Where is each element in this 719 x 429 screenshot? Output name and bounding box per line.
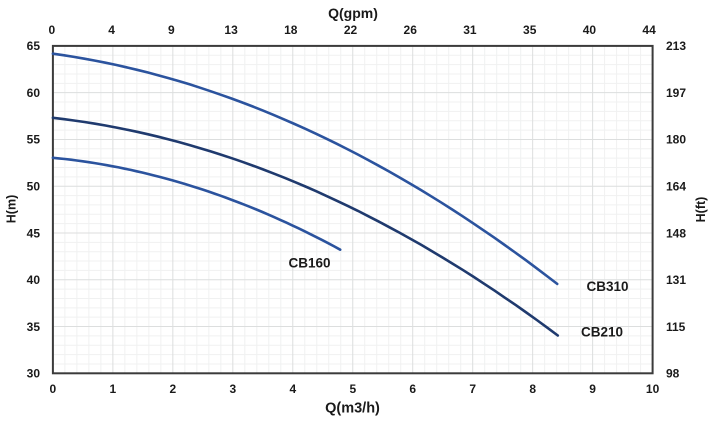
svg-text:197: 197 [666, 86, 686, 100]
svg-text:22: 22 [344, 23, 358, 37]
svg-text:65: 65 [27, 39, 41, 53]
svg-text:4: 4 [108, 23, 115, 37]
svg-text:H(m): H(m) [4, 195, 18, 223]
svg-text:31: 31 [463, 23, 477, 37]
svg-text:1: 1 [110, 382, 117, 396]
svg-text:213: 213 [666, 39, 686, 53]
svg-text:30: 30 [27, 367, 41, 381]
svg-text:98: 98 [666, 367, 680, 381]
svg-text:55: 55 [27, 133, 41, 147]
svg-text:164: 164 [666, 180, 686, 194]
svg-text:Q(gpm): Q(gpm) [328, 5, 378, 21]
svg-text:0: 0 [49, 23, 56, 37]
svg-text:35: 35 [27, 320, 41, 334]
svg-text:26: 26 [404, 23, 418, 37]
svg-text:9: 9 [589, 382, 596, 396]
svg-text:40: 40 [27, 273, 41, 287]
svg-text:18: 18 [284, 23, 298, 37]
svg-text:50: 50 [27, 180, 41, 194]
svg-text:148: 148 [666, 226, 686, 240]
svg-text:5: 5 [349, 382, 356, 396]
svg-text:0: 0 [50, 382, 57, 396]
svg-text:9: 9 [168, 23, 175, 37]
svg-text:13: 13 [224, 23, 238, 37]
svg-text:4: 4 [289, 382, 296, 396]
svg-text:CB160: CB160 [289, 255, 331, 270]
svg-text:35: 35 [523, 23, 537, 37]
svg-text:45: 45 [27, 226, 41, 240]
svg-text:8: 8 [529, 382, 536, 396]
svg-text:Q(m3/h): Q(m3/h) [325, 401, 380, 417]
svg-text:6: 6 [409, 382, 416, 396]
svg-text:10: 10 [646, 382, 660, 396]
svg-text:H(ft): H(ft) [694, 197, 708, 223]
svg-text:60: 60 [27, 86, 41, 100]
svg-text:180: 180 [666, 133, 686, 147]
svg-text:7: 7 [469, 382, 476, 396]
svg-text:40: 40 [583, 23, 597, 37]
svg-text:2: 2 [169, 382, 176, 396]
svg-text:131: 131 [666, 273, 686, 287]
svg-text:3: 3 [229, 382, 236, 396]
svg-text:44: 44 [642, 23, 656, 37]
svg-text:CB310: CB310 [587, 279, 629, 294]
svg-text:115: 115 [666, 320, 686, 334]
svg-text:CB210: CB210 [581, 325, 623, 340]
